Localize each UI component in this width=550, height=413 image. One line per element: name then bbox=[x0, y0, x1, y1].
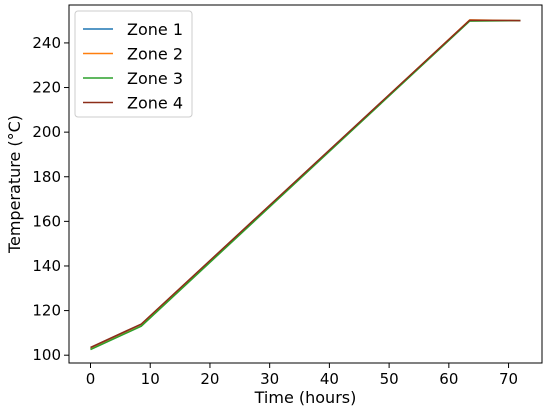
legend: Zone 1 Zone 2 Zone 3 Zone 4 bbox=[74, 10, 193, 118]
legend-label-zone-3: Zone 3 bbox=[127, 69, 183, 88]
legend-label-zone-4: Zone 4 bbox=[127, 94, 183, 113]
x-tick-label: 10 bbox=[141, 370, 160, 388]
x-tick-label: 50 bbox=[380, 370, 399, 388]
x-tick-label: 20 bbox=[200, 370, 219, 388]
x-tick-label: 70 bbox=[499, 370, 518, 388]
series-line-zone-4 bbox=[90, 19, 521, 349]
y-tick-label: 220 bbox=[32, 79, 61, 97]
y-tick-label: 100 bbox=[32, 346, 61, 364]
legend-frame bbox=[74, 10, 193, 118]
tick-layer: 0 10 20 30 40 50 60 70 100 120 140 160 180 200 220 240 bbox=[32, 34, 518, 388]
y-tick-label: 200 bbox=[32, 123, 61, 141]
x-tick-label: 0 bbox=[86, 370, 96, 388]
series-layer bbox=[90, 19, 521, 351]
x-tick-label: 40 bbox=[320, 370, 339, 388]
legend-label-zone-1: Zone 1 bbox=[127, 20, 183, 39]
x-axis-label: Time (hours) bbox=[254, 388, 357, 407]
y-tick-label: 120 bbox=[32, 302, 61, 320]
y-axis-label: Temperature (°C) bbox=[5, 115, 24, 254]
x-tick-label: 60 bbox=[439, 370, 458, 388]
y-tick-label: 160 bbox=[32, 212, 61, 230]
plot-frame bbox=[68, 4, 543, 364]
legend-entries: Zone 1 Zone 2 Zone 3 Zone 4 bbox=[83, 20, 183, 113]
x-tick-label: 30 bbox=[260, 370, 279, 388]
y-tick-label: 140 bbox=[32, 257, 61, 275]
y-tick-label: 240 bbox=[32, 34, 61, 52]
y-tick-label: 180 bbox=[32, 168, 61, 186]
legend-label-zone-2: Zone 2 bbox=[127, 45, 183, 64]
